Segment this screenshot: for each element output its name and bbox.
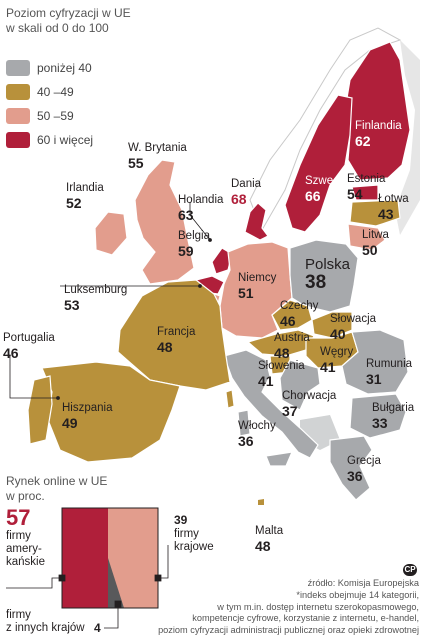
label-sweden: Szwecja 66 — [305, 175, 348, 204]
label-austria: Austria 48 — [274, 332, 310, 361]
label-latvia: Łotwa 43 — [378, 193, 409, 222]
label-hungary: Węgry 41 — [320, 346, 354, 375]
label-belgium: Belgia 59 — [178, 230, 210, 259]
label-malta: Malta 48 — [255, 525, 284, 554]
legend-item: 50 –59 — [6, 104, 93, 128]
domestic-label: firmy krajowe — [174, 528, 214, 553]
country-germany — [219, 241, 293, 339]
label-spain: Hiszpania 49 — [62, 402, 113, 431]
label-netherlands: Holandia 63 — [178, 194, 224, 223]
country-croatia — [279, 359, 321, 411]
american-label: firmy amery- kańskie — [6, 530, 45, 568]
label-czechia: Czechy 46 — [280, 300, 319, 329]
country-latvia — [349, 199, 401, 227]
legend-item: 40 –49 — [6, 80, 93, 104]
country-finland — [344, 41, 411, 181]
country-poland — [289, 239, 359, 313]
country-portugal — [27, 375, 53, 445]
label-poland: Polska 38 — [305, 256, 351, 293]
country-uk — [134, 159, 195, 285]
label-croatia: Chorwacja 37 — [282, 390, 337, 419]
country-sardinia — [237, 409, 251, 437]
label-finland: Finlandia 62 — [355, 120, 402, 149]
publisher-logo: CP — [403, 564, 417, 576]
country-greece — [329, 435, 373, 501]
country-italy — [223, 349, 319, 459]
legend-swatch — [6, 132, 30, 148]
label-romania: Rumunia 31 — [366, 358, 413, 387]
country-slovakia — [311, 311, 353, 339]
domestic-value: 39 — [174, 513, 188, 527]
label-uk: W. Brytania 55 — [128, 142, 187, 171]
american-share — [62, 508, 108, 608]
country-lithuania — [347, 223, 386, 251]
country-bulgaria — [349, 393, 407, 439]
map-title: Poziom cyfryzacji w UE w skali od 0 do 1… — [6, 6, 131, 35]
label-lithuania: Litwa 50 — [362, 229, 389, 258]
other-label: firmy z innych krajów — [6, 609, 85, 634]
label-ireland: Irlandia 52 — [66, 182, 104, 211]
country-estonia — [351, 184, 379, 201]
country-sicily — [265, 451, 293, 467]
country-denmark — [244, 202, 269, 241]
label-greece: Grecja 36 — [347, 455, 381, 484]
source-note: źródło: Komisja Europejska *indeks obejm… — [158, 578, 419, 636]
legend-swatch — [6, 108, 30, 124]
label-luxembourg: Luksemburg 53 — [64, 284, 128, 313]
legend: poniżej 40 40 –49 50 –59 60 i więcej — [6, 56, 93, 152]
other-share — [108, 558, 124, 608]
label-germany: Niemcy 51 — [238, 272, 277, 301]
norway-outline — [249, 27, 402, 232]
label-slovakia: Słowacja 40 — [330, 313, 377, 342]
online-market-title: Rynek online w UE w proc. — [6, 474, 108, 503]
legend-swatch — [6, 60, 30, 76]
label-italy: Włochy 36 — [238, 420, 276, 449]
label-denmark: Dania 68 — [231, 178, 262, 207]
label-france: Francja 48 — [157, 326, 196, 355]
label-portugal: Portugalia 46 — [3, 332, 55, 361]
american-value: 57 — [6, 505, 31, 530]
label-estonia: Estonia 54 — [347, 173, 386, 202]
russia-area — [395, 40, 420, 235]
country-sweden — [284, 94, 353, 233]
other-value: 4 — [94, 621, 101, 635]
label-slovenia: Słowenia 41 — [258, 360, 305, 389]
legend-item: poniżej 40 — [6, 56, 93, 80]
country-corsica — [225, 389, 235, 409]
legend-item: 60 i więcej — [6, 128, 93, 152]
country-romania — [341, 329, 409, 395]
country-malta — [258, 499, 264, 505]
legend-swatch — [6, 84, 30, 100]
label-bulgaria: Bułgaria 33 — [372, 402, 415, 431]
country-ireland — [94, 211, 128, 256]
